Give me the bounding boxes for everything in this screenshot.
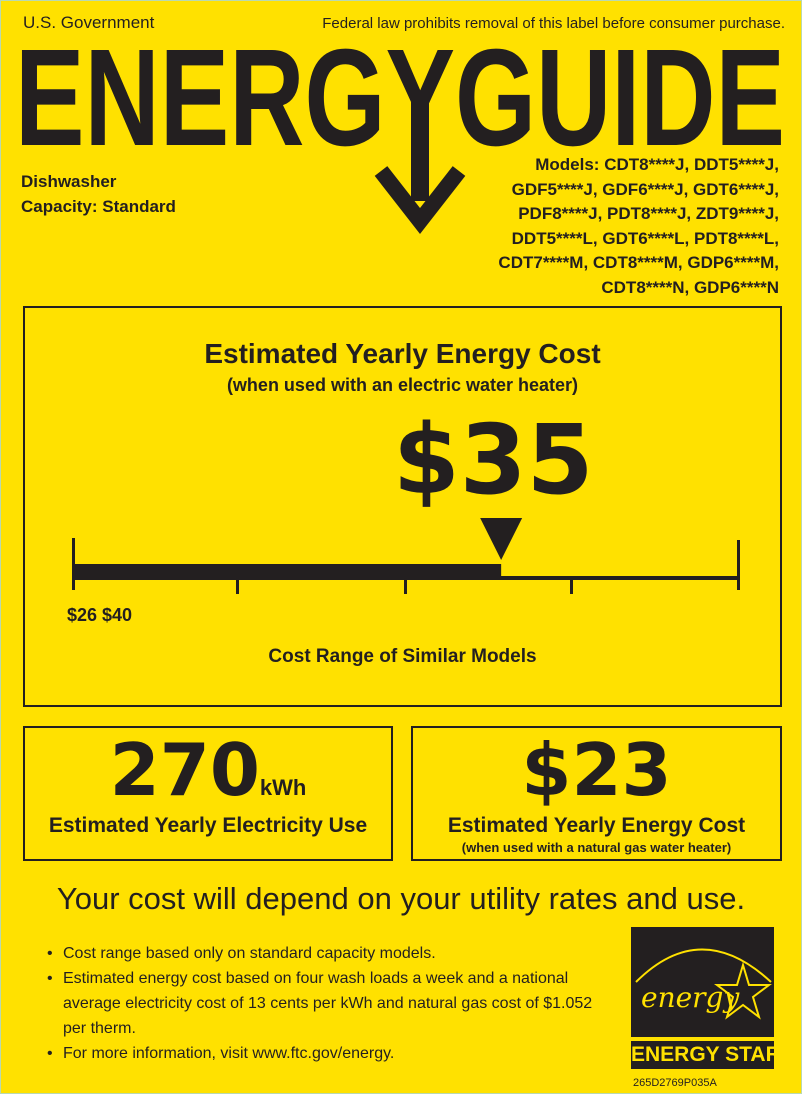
yearly-cost-value: $35 <box>393 404 594 516</box>
energy-star-label: ENERGY STAR <box>631 1041 781 1069</box>
gas-cost-value: $23 <box>521 728 672 812</box>
footnote: Cost range based only on standard capaci… <box>45 941 605 966</box>
electricity-label: Estimated Yearly Electricity Use <box>48 814 368 837</box>
energyguide-title: ENERGYGUIDE <box>15 41 785 149</box>
down-arrow-icon <box>374 101 466 235</box>
cost-marker <box>480 518 523 560</box>
models-list: Models: CDT8****J, DDT5****J, GDF5****J,… <box>498 155 779 297</box>
energyguide-title-wrap: ENERGYGUIDE <box>15 41 785 149</box>
electricity-value: 270 <box>109 728 260 812</box>
electricity-unit: kWh <box>259 775 307 800</box>
energy-script: energy <box>641 981 740 1014</box>
range-caption: Cost Range of Similar Models <box>268 646 537 667</box>
cost-title: Estimated Yearly Energy Cost <box>204 338 601 369</box>
gas-cost-sublabel: (when used with a natural gas water heat… <box>461 840 732 855</box>
tick-right <box>737 540 740 590</box>
tick-left <box>72 538 75 590</box>
gas-cost-panel: $23 Estimated Yearly Energy Cost (when u… <box>411 726 782 861</box>
footnote: Estimated energy cost based on four wash… <box>45 966 605 1041</box>
removal-notice: Federal law prohibits removal of this la… <box>322 15 785 32</box>
footnote: For more information, visit www.ftc.gov/… <box>45 1041 605 1066</box>
energy-star-icon: energy <box>631 927 774 1037</box>
utility-notice: Your cost will depend on your utility ra… <box>56 881 746 916</box>
tick-1 <box>236 578 239 594</box>
electric-cost-panel: Estimated Yearly Energy Cost (when used … <box>23 306 782 707</box>
tick-3 <box>570 578 573 594</box>
gas-cost-label: Estimated Yearly Energy Cost <box>447 814 746 837</box>
product-type: Dishwasher <box>21 172 117 191</box>
energy-star-logo: energy ENERGY STAR <box>631 927 781 1071</box>
capacity: Capacity: Standard <box>21 197 176 216</box>
cost-subtitle: (when used with an electric water heater… <box>226 375 579 395</box>
electricity-use-panel: 270kWh Estimated Yearly Electricity Use <box>23 726 393 861</box>
us-government-label: U.S. Government <box>23 13 155 32</box>
footnotes: Cost range based only on standard capaci… <box>45 941 605 1066</box>
label-code: 265D2769P035A <box>633 1077 717 1089</box>
range-labels: $26 $40 <box>67 605 133 625</box>
tick-2 <box>404 578 407 594</box>
cost-range-scale <box>72 518 740 594</box>
